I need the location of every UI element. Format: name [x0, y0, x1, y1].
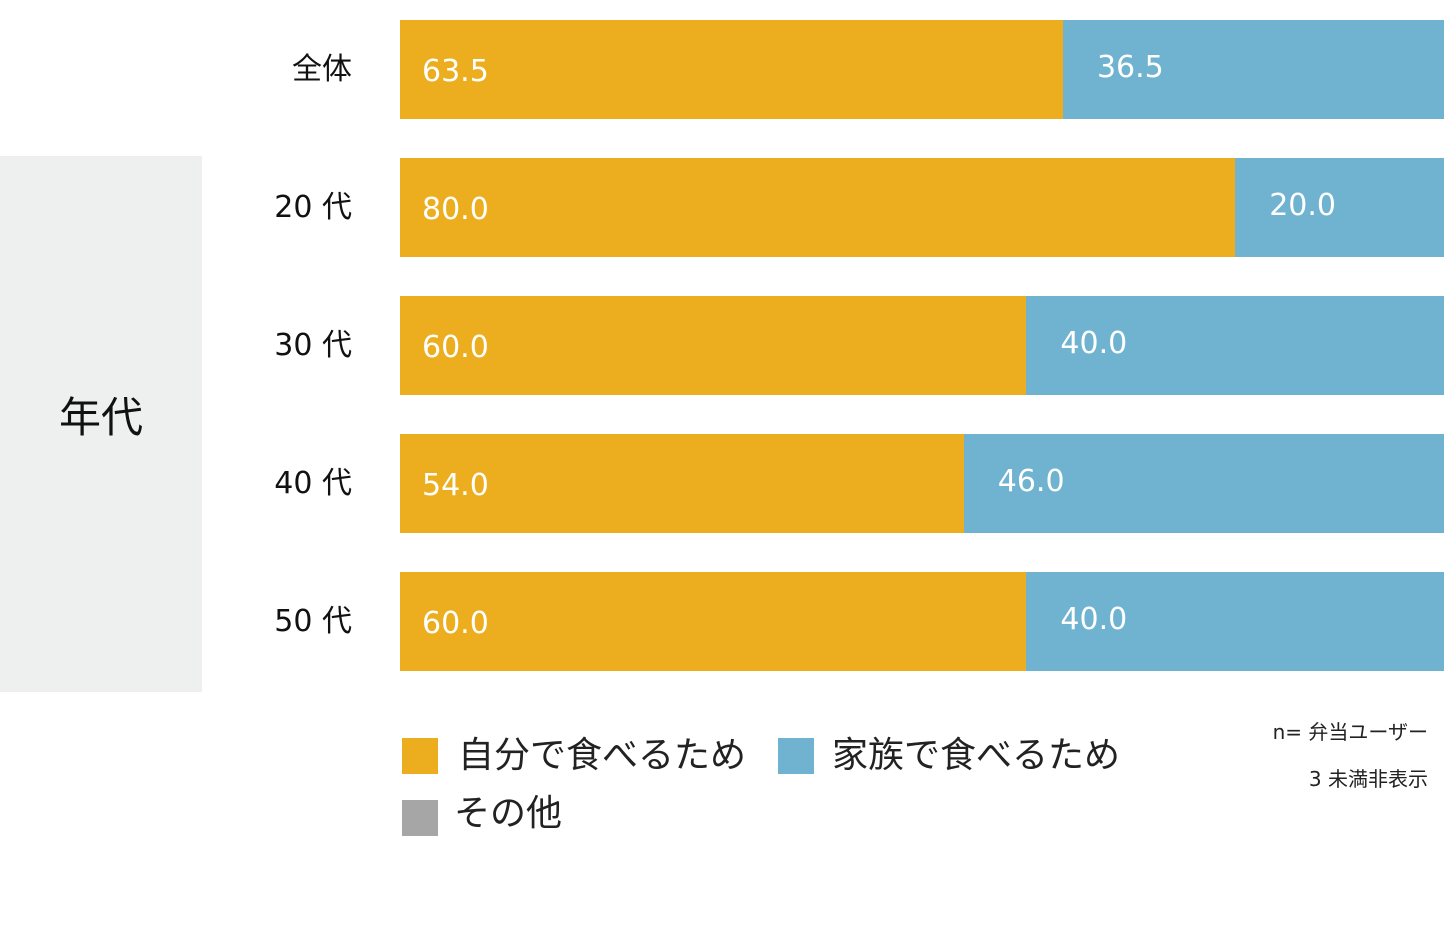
note-threshold: 3 未満非表示 — [1308, 767, 1428, 791]
category-label: 50 代 — [274, 603, 352, 639]
legend-swatch — [402, 738, 438, 774]
data-label: 63.5 — [422, 54, 489, 89]
category-label: 40 代 — [274, 465, 352, 501]
bar-segment — [400, 158, 1236, 257]
legend-swatch — [778, 738, 814, 774]
data-label: 46.0 — [997, 464, 1065, 499]
bar-segment — [1062, 20, 1444, 119]
bar-segment — [400, 296, 1027, 395]
bar-segment — [1235, 158, 1444, 257]
data-label: 60.0 — [422, 606, 489, 641]
age-group-label: 年代 — [58, 393, 143, 442]
legend-label: 家族で食べるため — [832, 735, 1121, 776]
bar-segment — [963, 434, 1444, 533]
data-label: 60.0 — [422, 330, 489, 365]
note-sample: n= 弁当ユーザー — [1272, 720, 1428, 744]
bar-segment — [1026, 572, 1444, 671]
legend-swatch — [402, 800, 438, 836]
category-label: 全体 — [292, 51, 352, 87]
data-label: 54.0 — [422, 468, 489, 503]
age-group-box — [0, 156, 202, 692]
data-label: 40.0 — [1060, 326, 1128, 361]
bar-segment — [400, 434, 964, 533]
data-label: 20.0 — [1269, 188, 1336, 223]
data-label: 80.0 — [422, 192, 489, 227]
bar-segment — [400, 572, 1027, 671]
data-label: 40.0 — [1060, 602, 1128, 637]
category-label: 20 代 — [274, 189, 352, 225]
bar-segment — [1026, 296, 1444, 395]
legend-label: 自分で食べるため — [458, 735, 747, 776]
legend-label: その他 — [454, 793, 563, 834]
data-label: 36.5 — [1096, 50, 1164, 85]
category-label: 30 代 — [274, 327, 352, 363]
bar-segment — [400, 20, 1063, 119]
